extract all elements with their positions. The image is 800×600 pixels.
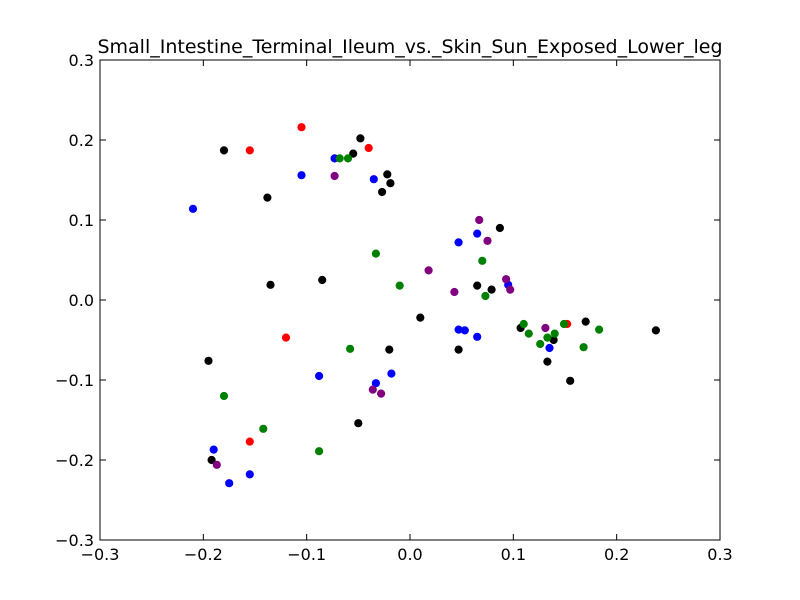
data-point-s3-6 bbox=[519, 319, 528, 329]
y-tick-label-5: −0.2 bbox=[55, 451, 94, 470]
data-point-s1-9 bbox=[416, 313, 425, 322]
x-tick-label-0: −0.3 bbox=[81, 545, 120, 564]
data-point-s0-2 bbox=[364, 143, 373, 153]
data-point-s2-8 bbox=[460, 326, 469, 335]
data-point-s4-0 bbox=[330, 171, 339, 181]
data-point-s4-7 bbox=[541, 323, 550, 333]
data-point-s3-13 bbox=[595, 325, 604, 334]
data-point-s1-12 bbox=[354, 419, 363, 428]
data-point-s1-0 bbox=[219, 146, 229, 155]
data-point-s3-1 bbox=[343, 154, 353, 163]
x-tick-label-4: 0.1 bbox=[501, 545, 526, 564]
data-point-s1-10 bbox=[385, 345, 394, 354]
chart-title: Small_Intestine_Terminal_Ileum_vs._Skin_… bbox=[97, 36, 722, 58]
data-point-s1-23 bbox=[651, 326, 661, 335]
data-point-s1-5 bbox=[378, 187, 387, 197]
data-points bbox=[188, 123, 661, 488]
data-point-s3-7 bbox=[524, 329, 533, 338]
data-point-s4-8 bbox=[368, 385, 377, 394]
data-point-s3-2 bbox=[371, 249, 380, 258]
data-point-s3-3 bbox=[395, 281, 404, 290]
data-point-s2-13 bbox=[387, 369, 396, 378]
x-tick-label-3: 0.0 bbox=[397, 545, 422, 564]
y-tick-label-3: 0.0 bbox=[69, 291, 94, 310]
data-point-s1-21 bbox=[566, 376, 575, 385]
data-point-s4-5 bbox=[502, 275, 511, 284]
axis-ticks: −0.3 −0.2 −0.1 0.0 0.1 0.2 0.3 0.3 0.2 0.1 0.0 −0.1… bbox=[55, 51, 733, 564]
y-tick-label-2: 0.1 bbox=[69, 211, 94, 230]
data-point-s2-0 bbox=[188, 204, 198, 213]
data-point-s4-3 bbox=[424, 266, 433, 275]
data-point-s1-14 bbox=[454, 345, 463, 354]
data-point-s4-1 bbox=[475, 215, 484, 225]
data-point-s3-0 bbox=[335, 154, 344, 163]
data-point-s1-7 bbox=[266, 280, 275, 289]
data-point-s1-6 bbox=[263, 193, 272, 202]
data-point-s1-8 bbox=[318, 275, 327, 285]
data-point-s2-3 bbox=[369, 175, 378, 184]
y-tick-label-1: 0.2 bbox=[69, 131, 94, 150]
data-point-s4-9 bbox=[377, 389, 386, 398]
data-point-s1-16 bbox=[487, 285, 496, 294]
y-tick-label-6: −0.3 bbox=[55, 531, 94, 550]
data-point-s4-6 bbox=[506, 285, 515, 294]
data-point-s1-2 bbox=[349, 149, 358, 158]
data-point-s2-10 bbox=[545, 343, 554, 353]
x-tick-label-5: 0.2 bbox=[604, 545, 629, 564]
x-tick-label-2: −0.1 bbox=[287, 545, 326, 564]
data-point-s2-12 bbox=[371, 379, 380, 388]
data-point-s2-5 bbox=[473, 229, 482, 238]
data-point-s1-3 bbox=[383, 170, 392, 179]
data-point-s0-1 bbox=[245, 146, 254, 155]
data-point-s4-4 bbox=[450, 287, 459, 297]
data-point-s3-10 bbox=[550, 329, 559, 338]
data-point-s1-11 bbox=[204, 356, 213, 365]
data-point-s2-4 bbox=[454, 238, 463, 247]
data-point-s4-10 bbox=[212, 460, 221, 469]
y-tick-label-4: −0.1 bbox=[55, 371, 94, 390]
data-point-s1-22 bbox=[581, 317, 590, 326]
data-point-s0-4 bbox=[245, 437, 254, 446]
data-point-s3-5 bbox=[481, 291, 490, 301]
data-point-s2-1 bbox=[297, 171, 306, 180]
data-point-s1-4 bbox=[386, 179, 395, 188]
data-point-s0-3 bbox=[281, 333, 291, 342]
data-point-s1-15 bbox=[473, 281, 482, 290]
data-point-s3-12 bbox=[579, 343, 588, 352]
y-tick-label-0: 0.3 bbox=[69, 51, 94, 70]
data-point-s4-2 bbox=[483, 236, 492, 245]
data-point-s3-9 bbox=[543, 333, 552, 342]
data-point-s2-11 bbox=[315, 371, 324, 381]
data-point-s1-13 bbox=[207, 455, 216, 465]
x-tick-label-1: −0.2 bbox=[184, 545, 223, 564]
data-point-s1-19 bbox=[543, 357, 552, 366]
data-point-s3-14 bbox=[346, 344, 355, 353]
data-point-s1-17 bbox=[495, 223, 504, 233]
data-point-s2-15 bbox=[225, 479, 234, 488]
data-point-s3-4 bbox=[478, 256, 487, 265]
data-point-s3-8 bbox=[536, 339, 545, 349]
data-point-s3-11 bbox=[559, 319, 569, 329]
data-point-s3-15 bbox=[219, 391, 229, 401]
data-point-s2-16 bbox=[245, 470, 254, 479]
x-tick-label-6: 0.3 bbox=[707, 545, 732, 564]
data-point-s3-17 bbox=[315, 447, 324, 456]
data-point-s2-14 bbox=[209, 445, 218, 454]
data-point-s3-16 bbox=[259, 424, 268, 433]
plot-frame bbox=[99, 59, 721, 541]
data-point-s0-0 bbox=[297, 123, 306, 132]
data-point-s1-1 bbox=[356, 134, 365, 143]
data-point-s2-9 bbox=[473, 332, 482, 341]
